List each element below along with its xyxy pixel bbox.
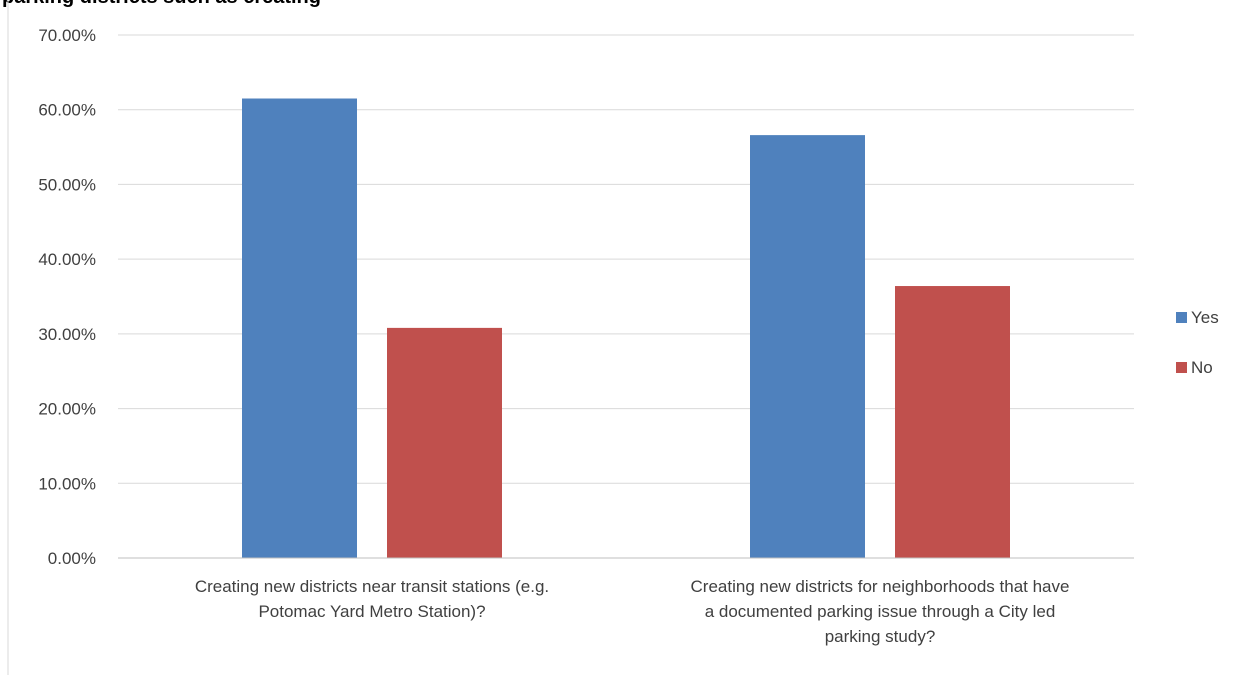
x-category-label: Creating new districts for neighborhoods… bbox=[691, 577, 1070, 646]
y-tick-label: 10.00% bbox=[38, 474, 96, 493]
legend-label-no: No bbox=[1191, 358, 1213, 377]
y-tick-label: 60.00% bbox=[38, 101, 96, 120]
y-tick-label: 20.00% bbox=[38, 400, 96, 419]
y-tick-label: 70.00% bbox=[38, 26, 96, 45]
legend-label-yes: Yes bbox=[1191, 308, 1219, 327]
y-tick-label: 30.00% bbox=[38, 325, 96, 344]
chart-title-cropped: parking districts such as creating bbox=[2, 0, 321, 9]
y-tick-label: 50.00% bbox=[38, 175, 96, 194]
y-tick-label: 0.00% bbox=[48, 549, 96, 568]
y-axis-ticks: 0.00% 10.00% 20.00% 30.00% 40.00% 50.00% 60.00… bbox=[38, 26, 96, 568]
bar-no-0 bbox=[387, 327, 502, 558]
y-tick-label: 40.00% bbox=[38, 250, 96, 269]
category-labels: Creating new districts near transit stat… bbox=[195, 577, 1070, 646]
bar-yes-0 bbox=[242, 98, 357, 558]
bars bbox=[242, 98, 1010, 559]
legend: Yes No bbox=[1176, 308, 1219, 377]
x-category-label: Creating new districts near transit stat… bbox=[195, 577, 549, 621]
bar-yes-1 bbox=[750, 135, 865, 559]
bar-no-1 bbox=[895, 286, 1010, 558]
legend-swatch-no bbox=[1176, 362, 1187, 373]
legend-swatch-yes bbox=[1176, 312, 1187, 323]
